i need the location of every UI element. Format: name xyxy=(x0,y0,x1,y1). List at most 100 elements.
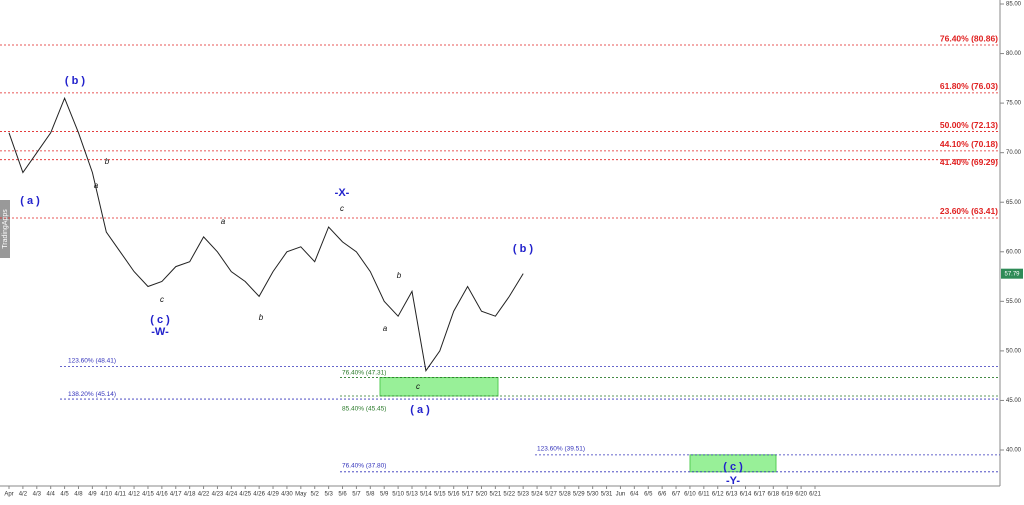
x-tick-label: 6/18 xyxy=(767,492,779,498)
y-tick-label: 45.00 xyxy=(1006,398,1022,404)
wave-label: -Y- xyxy=(726,475,740,487)
x-tick-label: 6/5 xyxy=(644,492,653,498)
price-line xyxy=(8,96,524,372)
x-tick-label: 4/30 xyxy=(281,492,293,498)
x-tick-label: 5/17 xyxy=(462,492,474,498)
watermark: TradingApps xyxy=(2,209,9,249)
y-tick-label: 85.00 xyxy=(1006,2,1022,8)
x-tick-label: 5/15 xyxy=(434,492,446,498)
x-tick-label: 6/12 xyxy=(712,492,724,498)
last-price-label: 57.79 xyxy=(1004,271,1020,277)
wave-label: -X- xyxy=(335,187,350,199)
wave-label: ( b ) xyxy=(65,75,85,87)
y-tick-label: 75.00 xyxy=(1006,101,1022,107)
x-tick-label: 5/2 xyxy=(311,492,320,498)
x-tick-label: 4/9 xyxy=(88,492,97,498)
x-tick-label: 4/26 xyxy=(253,492,265,498)
minor-wave-label: c xyxy=(340,204,344,213)
x-tick-label: 4/22 xyxy=(198,492,210,498)
x-tick-label: 5/28 xyxy=(559,492,571,498)
level-label: 76.40% (80.86) xyxy=(940,33,998,43)
x-tick-label: 5/14 xyxy=(420,492,432,498)
x-tick-label: 5/24 xyxy=(531,492,543,498)
x-tick-label: 5/27 xyxy=(545,492,557,498)
x-tick-label: 4/15 xyxy=(142,492,154,498)
level-label: 138.20% (45.14) xyxy=(68,391,116,398)
y-tick-label: 80.00 xyxy=(1006,51,1022,57)
x-tick-label: 4/4 xyxy=(47,492,56,498)
x-tick-label: 5/13 xyxy=(406,492,418,498)
minor-wave-label: a xyxy=(383,324,388,333)
y-tick-label: 55.00 xyxy=(1006,299,1022,305)
x-tick-label: 6/21 xyxy=(809,492,821,498)
level-label: 76.40% (47.31) xyxy=(342,369,386,376)
x-tick-label: 6/11 xyxy=(698,492,710,498)
x-tick-label: 4/11 xyxy=(115,492,127,498)
watermark-box xyxy=(0,200,10,258)
x-tick-label: 6/14 xyxy=(740,492,752,498)
x-tick-label: Apr xyxy=(4,492,13,498)
minor-wave-label: b xyxy=(105,157,110,166)
wave-label: ( a ) xyxy=(20,195,40,207)
x-tick-label: 5/7 xyxy=(352,492,361,498)
x-tick-label: 5/29 xyxy=(573,492,585,498)
level-label: 76.40% (37.80) xyxy=(342,463,386,470)
y-tick-label: 60.00 xyxy=(1006,249,1022,255)
minor-wave-label: c xyxy=(416,382,420,391)
x-tick-label: May xyxy=(295,492,306,498)
x-tick-label: 4/23 xyxy=(212,492,224,498)
x-tick-label: 6/4 xyxy=(630,492,639,498)
wave-label: ( c ) xyxy=(723,461,743,473)
y-tick-label: 40.00 xyxy=(1006,448,1022,454)
target-zone xyxy=(379,377,499,397)
x-tick-label: 6/20 xyxy=(795,492,807,498)
minor-wave-label: a xyxy=(221,217,226,226)
x-tick-label: 5/8 xyxy=(366,492,375,498)
wave-label: ( a ) xyxy=(410,404,430,416)
x-tick-label: 6/19 xyxy=(781,492,793,498)
minor-wave-label: b xyxy=(259,313,264,322)
x-tick-label: 4/12 xyxy=(128,492,140,498)
x-tick-label: 6/6 xyxy=(658,492,667,498)
x-tick-label: 5/3 xyxy=(324,492,333,498)
level-label: 85.40% (45.45) xyxy=(342,406,386,413)
x-tick-label: 6/7 xyxy=(672,492,681,498)
wave-label: ( c ) xyxy=(150,314,170,326)
x-tick-label: 5/9 xyxy=(380,492,389,498)
x-tick-label: 4/18 xyxy=(184,492,196,498)
x-tick-label: 5/21 xyxy=(490,492,502,498)
x-tick-label: 6/17 xyxy=(754,492,766,498)
x-tick-label: 5/20 xyxy=(476,492,488,498)
wave-label: ( b ) xyxy=(513,243,533,255)
x-tick-label: 5/31 xyxy=(601,492,613,498)
y-tick-label: 70.00 xyxy=(1006,150,1022,156)
level-label: 123.60% (39.51) xyxy=(537,446,585,453)
x-tick-label: 5/30 xyxy=(587,492,599,498)
x-tick-label: 5/23 xyxy=(517,492,529,498)
x-tick-label: 6/10 xyxy=(684,492,696,498)
minor-wave-label: c xyxy=(160,295,164,304)
x-tick-label: 4/16 xyxy=(156,492,168,498)
level-label: 41.40% (69.29) xyxy=(940,157,998,167)
level-label: 61.80% (76.03) xyxy=(940,81,998,91)
x-tick-label: 4/3 xyxy=(33,492,42,498)
minor-wave-label: b xyxy=(397,271,402,280)
x-tick-label: 5/10 xyxy=(392,492,404,498)
level-label: 123.60% (48.41) xyxy=(68,357,116,364)
x-tick-label: 6/13 xyxy=(726,492,738,498)
last-price-tag xyxy=(1001,268,1023,279)
x-tick-label: 4/2 xyxy=(19,492,28,498)
x-tick-label: 4/17 xyxy=(170,492,182,498)
y-tick-label: 50.00 xyxy=(1006,348,1022,354)
level-label: 50.00% (72.13) xyxy=(940,120,998,130)
x-tick-label: 4/10 xyxy=(100,492,112,498)
x-tick-label: 5/22 xyxy=(503,492,515,498)
x-tick-label: 5/6 xyxy=(338,492,347,498)
y-tick-label: 65.00 xyxy=(1006,200,1022,206)
x-tick-label: 5/16 xyxy=(448,492,460,498)
x-tick-label: Jun xyxy=(616,492,626,498)
x-tick-label: 4/25 xyxy=(239,492,251,498)
